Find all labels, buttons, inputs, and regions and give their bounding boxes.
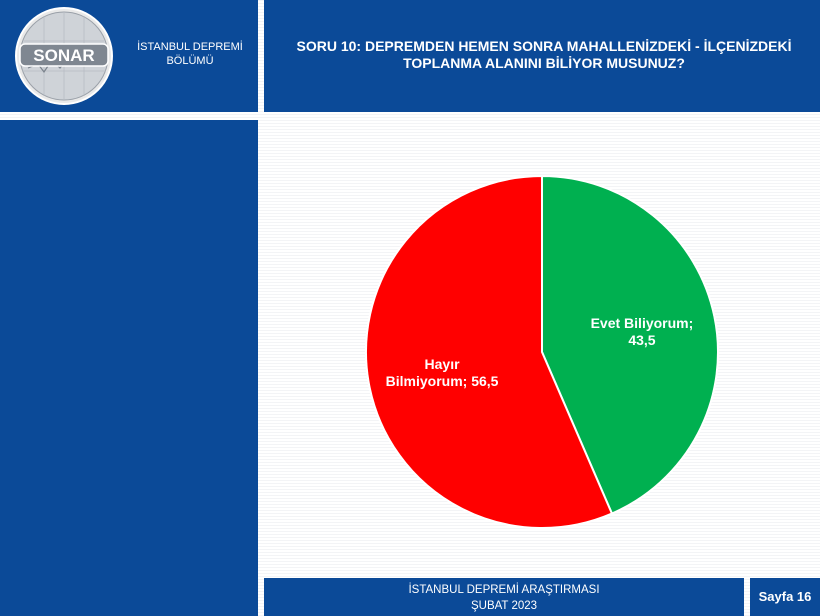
survey-footer-text: İSTANBUL DEPREMİ ARAŞTIRMASI ŞUBAT 2023 [408,584,600,612]
pie-slice-1-label-line-1: Bilmiyorum; 56,5 [386,373,499,389]
left-sidebar [0,120,258,616]
footer-panel [264,578,744,616]
page-title: SORU 10: DEPREMDEN HEMEN SONRA MAHALLENİ… [296,38,792,71]
page-number: Sayfa 16 [758,589,812,604]
sonar-logo: SONAR [15,7,113,105]
page-number-panel [750,578,820,616]
pie-slice-0-label-line-1: 43,5 [628,332,655,348]
pie-slice-1 [365,174,614,529]
header-title-panel [264,0,820,112]
svg-text:SONAR: SONAR [33,46,94,65]
pie-slice-1-label-line-0: Hayır [425,356,461,372]
pie-slice-0 [541,174,719,515]
department-label: İSTANBUL DEPREMİ BÖLÜMÜ [137,41,243,67]
pie-slice-0-label-line-0: Evet Biliyorum; [591,315,694,331]
